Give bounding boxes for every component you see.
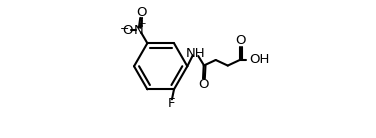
Text: O: O xyxy=(235,34,246,47)
Text: O: O xyxy=(122,24,132,37)
Text: O: O xyxy=(136,6,146,19)
Text: +: + xyxy=(138,19,147,29)
Text: OH: OH xyxy=(249,54,269,67)
Text: NH: NH xyxy=(185,47,205,60)
Text: −: − xyxy=(120,24,129,34)
Text: O: O xyxy=(199,78,209,91)
Text: F: F xyxy=(168,97,176,110)
Text: N: N xyxy=(134,24,144,37)
